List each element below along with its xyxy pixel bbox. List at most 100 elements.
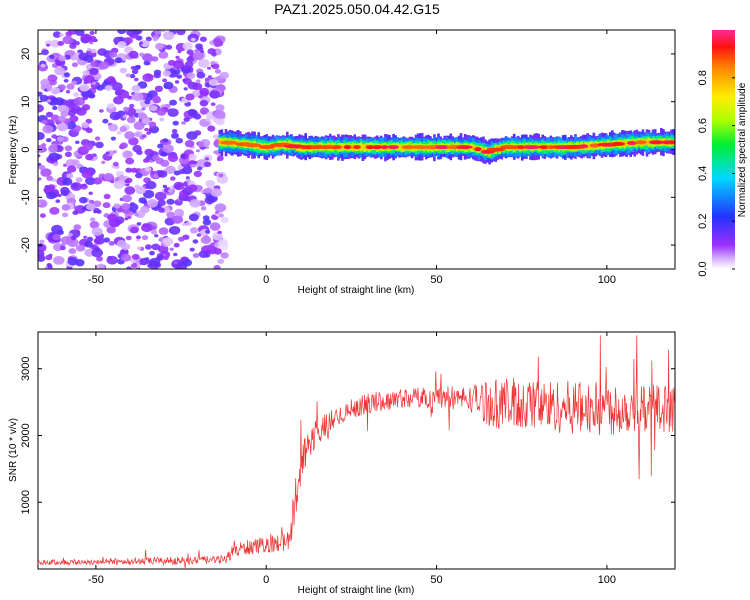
noise-blob-768 (51, 224, 63, 234)
noise-blob-731 (112, 80, 117, 85)
noise-blob-300 (149, 250, 155, 256)
noise-blob-704 (71, 159, 80, 166)
noise-blob-877 (79, 196, 88, 204)
noise-blob-714 (64, 145, 73, 152)
signal-peak-2031 (353, 145, 361, 150)
noise-blob-645 (196, 233, 202, 237)
noise-blob-53 (40, 168, 52, 177)
signal-peak-2036 (401, 145, 415, 150)
signal-peak-2056 (610, 141, 626, 146)
noise-blob-455 (85, 153, 94, 161)
noise-blob-799 (120, 253, 132, 262)
spectrogram-xtick-label: 100 (598, 274, 616, 286)
noise-blob-707 (112, 150, 117, 154)
noise-blob-748 (130, 263, 138, 269)
noise-blob-302 (67, 165, 77, 173)
noise-blob-362 (219, 71, 230, 79)
snr-xtick-label: -50 (88, 574, 104, 586)
noise-blob-337 (209, 222, 221, 231)
noise-blob-793 (125, 73, 131, 78)
noise-blob-819 (57, 41, 64, 46)
noise-blob-551 (182, 42, 193, 51)
noise-blob-583 (212, 232, 223, 241)
noise-blob-344 (193, 170, 202, 178)
noise-blob-243 (188, 153, 197, 161)
snr-series-line (38, 335, 675, 569)
noise-blob-175 (38, 154, 41, 158)
noise-blob-436 (198, 58, 210, 68)
noise-blob-778 (129, 73, 136, 79)
noise-blob-856 (91, 248, 103, 258)
noise-blob-579 (47, 74, 58, 83)
spectrogram-xtick-label: -50 (88, 274, 104, 286)
noise-blob-847 (176, 74, 183, 79)
noise-blob-15 (83, 235, 88, 239)
noise-blob-883 (200, 235, 212, 245)
signal-peak-2048 (539, 145, 549, 150)
noise-blob-534 (177, 50, 182, 54)
spectrogram-xlabel: Height of straight line (km) (298, 285, 415, 296)
noise-blob-668 (92, 177, 103, 185)
noise-blob-726 (90, 61, 98, 67)
noise-blob-655 (119, 142, 128, 149)
noise-blob-571 (59, 33, 64, 37)
noise-blob-629 (141, 134, 147, 139)
noise-blob-538 (38, 249, 45, 259)
noise-blob-742 (125, 167, 133, 173)
noise-blob-686 (139, 52, 145, 57)
noise-blob-767 (46, 263, 52, 267)
noise-blob-391 (205, 157, 209, 161)
noise-blob-380 (200, 190, 205, 194)
noise-blob-681 (213, 41, 221, 48)
noise-blob-460 (153, 72, 161, 79)
signal-peak-2058 (635, 140, 647, 145)
noise-blob-720 (66, 173, 74, 179)
noise-blob-329 (56, 136, 64, 143)
noise-blob-315 (67, 257, 79, 266)
noise-blob-728 (131, 85, 141, 92)
noise-blob-577 (82, 183, 87, 187)
noise-blob-805 (183, 65, 190, 70)
noise-blob-88 (38, 63, 49, 72)
noise-blob-811 (211, 52, 217, 57)
noise-blob-812 (49, 54, 55, 60)
spectrogram-xtick-label: 0 (263, 274, 269, 286)
noise-blob-490 (190, 37, 196, 42)
noise-blob-786 (62, 35, 74, 45)
noise-blob-6 (85, 176, 96, 186)
noise-blob-887 (45, 254, 53, 261)
noise-blob-665 (158, 227, 169, 235)
noise-blob-880 (91, 227, 103, 236)
noise-blob-632 (192, 160, 198, 165)
snr-xtick-label: 50 (430, 574, 442, 586)
noise-blob-581 (103, 80, 108, 84)
noise-blob-375 (66, 83, 75, 90)
noise-blob-544 (160, 30, 167, 33)
noise-blob-884 (203, 161, 212, 168)
noise-blob-595 (71, 62, 79, 68)
noise-blob-160 (75, 140, 80, 144)
noise-blob-416 (207, 66, 211, 70)
noise-blob-825 (38, 104, 44, 113)
noise-blob-178 (106, 226, 116, 234)
noise-blob-784 (58, 55, 67, 62)
signal-peak-2045 (499, 145, 521, 150)
figure-title: PAZ1.2025.050.04.42.G15 (274, 1, 440, 17)
noise-blob-803 (156, 108, 167, 116)
noise-blob-553 (210, 188, 222, 197)
signal-peak-2049 (546, 145, 554, 150)
noise-blob-397 (111, 82, 123, 91)
noise-blob-895 (189, 247, 195, 252)
noise-blob-850 (115, 216, 125, 224)
noise-blob-876 (158, 207, 166, 213)
noise-blob-493 (136, 149, 143, 155)
snr-frame (37, 331, 676, 570)
noise-blob-103 (125, 157, 135, 165)
noise-blob-12 (144, 244, 152, 250)
noise-blob-576 (168, 59, 176, 66)
noise-blob-465 (38, 144, 47, 153)
signal-peak-2044 (486, 147, 506, 152)
signal-peak-2060 (659, 140, 675, 145)
noise-blob-754 (162, 237, 174, 246)
noise-blob-566 (75, 244, 86, 252)
